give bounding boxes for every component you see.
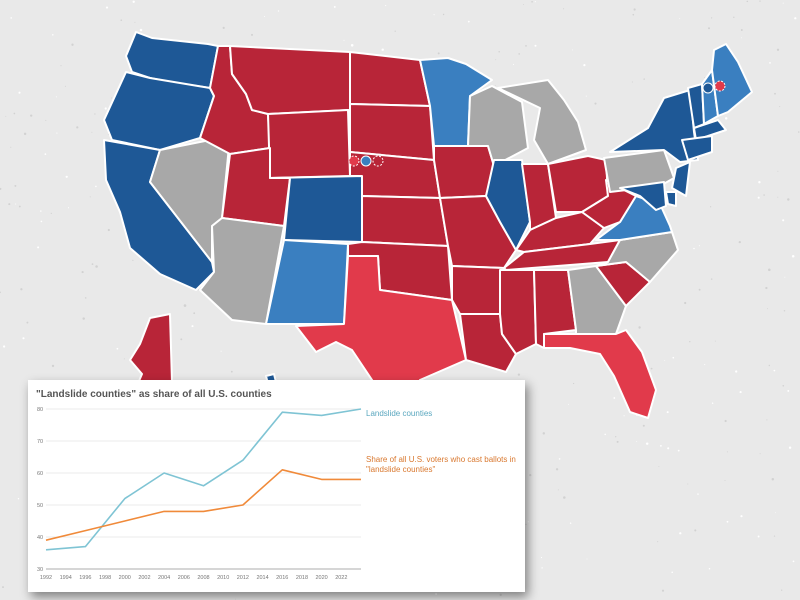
y-tick-label: 40: [37, 535, 43, 541]
state-ct: [681, 135, 713, 161]
state-me: [711, 43, 753, 117]
x-tick-label: 2012: [237, 575, 249, 581]
x-tick-label: 2020: [316, 575, 328, 581]
line-chart: 30 40 50 60 70 80 1992 1994 1996 1998 2000 2002 200…: [37, 407, 362, 581]
district-dots-maine: [702, 80, 726, 94]
state-co: [269, 175, 363, 243]
district-dots-nebraska: [348, 155, 384, 167]
x-tick-label: 2006: [178, 575, 190, 581]
state-ks: [361, 195, 449, 247]
x-tick-label: 2008: [197, 575, 209, 581]
chart-panel: 30 40 50 60 70 80 1992 1994 1996 1998 2000 2002 200…: [28, 380, 525, 592]
y-tick-label: 80: [37, 407, 43, 413]
state-nd: [349, 51, 431, 107]
state-sd: [349, 103, 435, 161]
state-ar: [451, 265, 505, 315]
state-ma: [693, 119, 727, 141]
x-tick-label: 2014: [256, 575, 268, 581]
y-tick-label: 50: [37, 503, 43, 509]
x-tick-label: 2010: [217, 575, 229, 581]
state-mi: [497, 79, 587, 165]
x-tick-label: 2018: [296, 575, 308, 581]
x-tick-label: 2002: [138, 575, 150, 581]
district-dot-me-2: [714, 80, 726, 92]
series-line-voters-share: [45, 469, 361, 541]
x-tick-label: 2004: [158, 575, 170, 581]
x-tick-label: 1996: [79, 575, 91, 581]
district-dot-me-1: [702, 82, 714, 94]
state-md: [619, 181, 667, 211]
district-dot-ne-2: [360, 155, 372, 167]
chart-title: "Landslide counties" as share of all U.S…: [36, 389, 272, 400]
chart-lines: [45, 408, 362, 551]
chart-grid: [46, 408, 361, 570]
district-dot-ne-1: [348, 155, 360, 167]
y-tick-label: 30: [37, 567, 43, 573]
legend-voters-share: Share of all U.S. voters who cast ballot…: [366, 455, 516, 474]
x-tick-label: 2022: [335, 575, 347, 581]
x-tick-labels: 1992 1994 1996 1998 2000 2002 2004 2006 2008 2010…: [40, 575, 348, 581]
series-line-landslide-counties: [45, 408, 362, 551]
state-de: [665, 191, 677, 207]
state-fl: [543, 329, 657, 419]
district-dot-ne-3: [372, 155, 384, 167]
x-tick-label: 1994: [60, 575, 72, 581]
x-tick-label: 2000: [119, 575, 131, 581]
y-tick-labels: 30 40 50 60 70 80: [37, 407, 43, 573]
legend-landslide-counties: Landslide counties: [366, 409, 433, 418]
x-tick-label: 1992: [40, 575, 52, 581]
state-ia: [433, 145, 495, 199]
y-tick-label: 70: [37, 439, 43, 445]
y-tick-label: 60: [37, 471, 43, 477]
x-tick-label: 2016: [276, 575, 288, 581]
state-wi: [467, 85, 529, 167]
state-nj: [671, 161, 691, 197]
x-tick-label: 1998: [99, 575, 111, 581]
state-az: [199, 217, 285, 325]
state-wy: [267, 109, 351, 179]
